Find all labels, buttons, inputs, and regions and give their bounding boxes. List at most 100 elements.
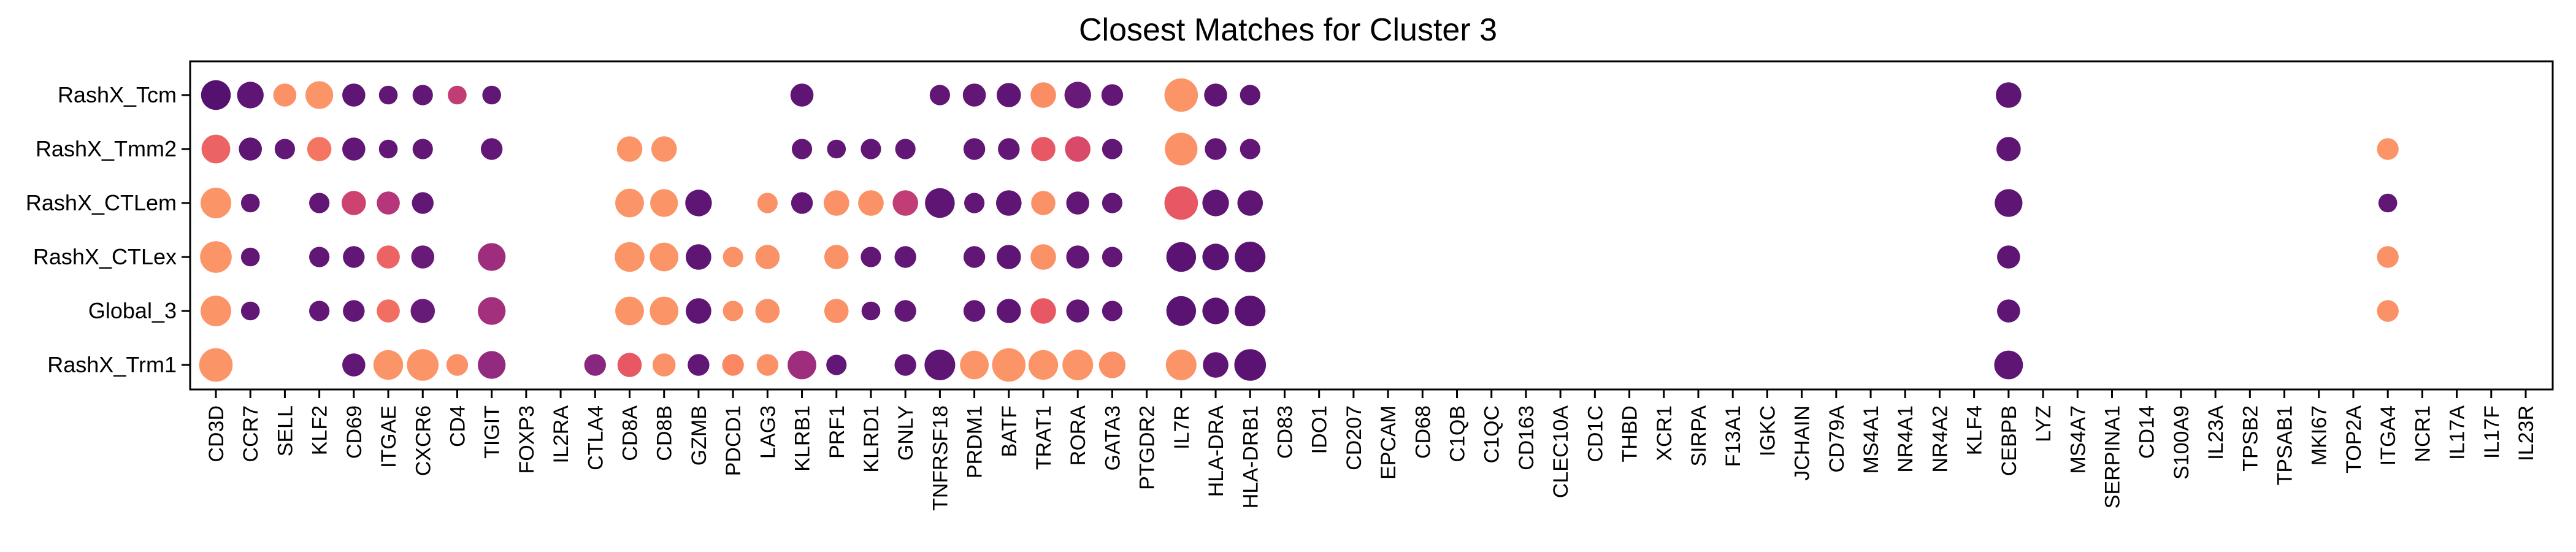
y-tick-label: RashX_Tmm2 (36, 136, 177, 161)
dot-point (448, 85, 467, 105)
dot-point (1237, 190, 1263, 216)
dot-point (584, 354, 606, 376)
y-axis: RashX_Tcm RashX_Tmm2 RashX_CTLem RashX_CTLe… (26, 82, 190, 377)
dot-point (651, 136, 677, 162)
dot-point (305, 81, 334, 109)
x-tick-label: ITGAE (377, 405, 401, 468)
dot-point (410, 299, 435, 323)
dot-point (652, 353, 676, 377)
dot-point (894, 246, 916, 268)
x-tick-label: CD1C (1584, 405, 1607, 462)
dot-point (240, 193, 260, 213)
x-tick-label: CCR7 (239, 405, 263, 462)
dot-point (827, 139, 846, 159)
dot-point (992, 348, 1026, 382)
dot-point (309, 247, 330, 267)
dot-point (1164, 78, 1198, 112)
x-tick-label: CD14 (2136, 405, 2159, 459)
dot-point (378, 139, 398, 159)
x-tick-label: TPSAB1 (2274, 405, 2297, 485)
dot-point (1166, 296, 1197, 326)
dot-point (1202, 190, 1229, 217)
dot-point (1997, 245, 2020, 269)
x-tick-label: KLF2 (309, 405, 332, 455)
dot-point (1165, 350, 1197, 380)
x-tick-label: RORA (1067, 405, 1090, 466)
x-tick-label: GNLY (894, 405, 918, 461)
dot-point (686, 298, 711, 324)
dot-point (240, 247, 260, 267)
dot-point (411, 245, 435, 269)
dot-point (201, 80, 231, 110)
x-tick-label: PRDM1 (964, 405, 987, 478)
dot-point (1202, 243, 1229, 270)
dot-point (963, 246, 986, 268)
dot-point (826, 355, 847, 375)
dot-point (924, 350, 956, 380)
dot-point (1030, 244, 1056, 270)
x-tick-label: HLA-DRB1 (1239, 405, 1262, 508)
x-tick-label: XCR1 (1653, 405, 1676, 461)
dot-point (788, 350, 816, 380)
dot-point (1202, 297, 1229, 324)
x-tick-label: IL17A (2446, 405, 2469, 460)
x-tick-label: PRF1 (826, 405, 849, 459)
y-tick-label: Global_3 (88, 298, 177, 323)
x-tick-label: HLA-DRA (1205, 405, 1228, 497)
dot-point (1995, 189, 2023, 217)
dot-point (755, 299, 780, 323)
dot-point (2377, 300, 2399, 322)
dot-point (237, 82, 264, 109)
dot-point (377, 299, 400, 323)
dot-point (309, 193, 330, 213)
dot-point (1205, 138, 1227, 160)
dot-point (790, 83, 814, 107)
dot-point (996, 190, 1022, 216)
dot-point (1102, 247, 1123, 267)
dot-point (929, 85, 950, 105)
dot-series (199, 78, 2399, 382)
x-tick-label: BATF (998, 405, 1021, 457)
chart-title: Closest Matches for Cluster 3 (1079, 12, 1497, 48)
dot-point (274, 139, 296, 159)
dot-point (478, 243, 506, 271)
dot-point (412, 139, 433, 159)
y-tick-label: RashX_CTLem (26, 190, 177, 215)
dot-point (1030, 298, 1056, 324)
dot-point (343, 300, 365, 322)
dot-point (1165, 132, 1198, 166)
x-tick-label: MKI67 (2308, 405, 2331, 466)
dot-point (723, 301, 743, 321)
x-tick-label: ITGA4 (2377, 405, 2400, 466)
dot-point (373, 350, 404, 380)
dot-point (615, 296, 644, 326)
x-tick-label: TIGIT (481, 405, 504, 459)
x-tick-label: FOXP3 (515, 405, 539, 473)
plot-frame (189, 60, 2554, 391)
x-tick-label: THBD (1619, 405, 1642, 462)
dot-point (1240, 139, 1260, 159)
x-tick-label: KLRD1 (860, 405, 883, 473)
dot-point (963, 138, 986, 160)
dot-point (1066, 245, 1090, 269)
dot-point (756, 354, 779, 376)
x-tick-label: IDO1 (1308, 405, 1332, 454)
dot-point (1996, 82, 2022, 108)
x-tick-label: NR4A1 (1894, 405, 1917, 473)
dot-point (688, 354, 710, 376)
dot-point (963, 300, 986, 322)
x-tick-label: LYZ (2032, 405, 2055, 442)
x-tick-label: CD207 (1343, 405, 1366, 470)
x-tick-label: KLRB1 (791, 405, 815, 472)
dot-point (997, 299, 1021, 323)
dot-point (1066, 191, 1090, 215)
dot-point (239, 137, 263, 161)
dot-point (1031, 137, 1056, 161)
x-tick-label: CD4 (446, 405, 469, 447)
x-tick-label: IL23A (2204, 405, 2228, 460)
dot-point (1028, 350, 1059, 380)
x-tick-label: TPSB2 (2239, 405, 2262, 472)
dot-point (650, 296, 679, 326)
x-tick-label: IL7R (1170, 405, 1194, 450)
x-tick-label: SIRPA (1687, 405, 1711, 467)
